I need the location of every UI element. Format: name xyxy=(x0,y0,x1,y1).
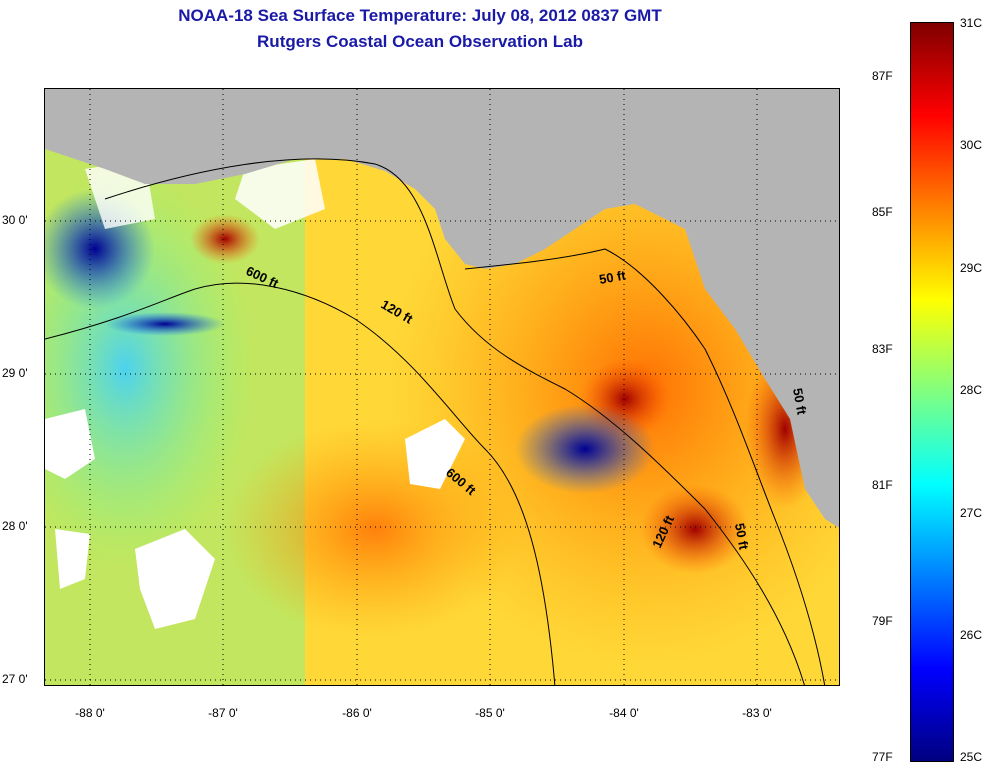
cloud-mask xyxy=(405,419,465,489)
hot-spot-bay xyxy=(190,214,260,264)
lat-label-30: 30 0' xyxy=(2,213,28,227)
cloud-mask xyxy=(55,529,90,589)
lat-label-28: 28 0' xyxy=(2,519,28,533)
sst-map[interactable]: 600 ft 120 ft 50 ft 600 ft 120 ft 50 ft … xyxy=(44,88,840,686)
colorbar-label-79f: 79F xyxy=(872,614,893,628)
lat-label-27: 27 0' xyxy=(2,672,28,686)
contour-label-50ft-south: 50 ft xyxy=(732,522,752,552)
lon-label-88: -88 0' xyxy=(75,706,105,720)
hot-spot-2 xyxy=(640,484,750,574)
lon-label-87: -87 0' xyxy=(208,706,238,720)
cloud-mask xyxy=(135,529,215,629)
colorbar-label-30c: 30C xyxy=(960,138,983,152)
contour-label-50ft-coast: 50 ft xyxy=(790,387,810,417)
colorbar-label-81f: 81F xyxy=(872,478,893,492)
colorbar-label-28c: 28C xyxy=(960,383,983,397)
lon-label-86: -86 0' xyxy=(342,706,372,720)
cold-patch-3 xyxy=(105,312,225,336)
temperature-colorbar xyxy=(910,22,954,762)
depth-contours xyxy=(45,158,826,685)
land-mass xyxy=(45,89,839,528)
lon-label-84: -84 0' xyxy=(609,706,639,720)
cloud-mask xyxy=(235,159,325,229)
map-subtitle: Rutgers Coastal Ocean Observation Lab xyxy=(257,32,583,51)
colorbar-label-29c: 29C xyxy=(960,261,983,275)
colorbar-label-27c: 27C xyxy=(960,506,983,520)
lat-label-29: 29 0' xyxy=(2,366,28,380)
map-title: NOAA-18 Sea Surface Temperature: July 08… xyxy=(178,6,662,25)
colorbar-label-83f: 83F xyxy=(872,342,893,356)
colorbar-label-87f: 87F xyxy=(872,69,893,83)
lon-label-85: -85 0' xyxy=(475,706,505,720)
cold-patch-1 xyxy=(515,404,655,494)
colorbar-label-31c: 31C xyxy=(960,16,983,30)
sst-map-canvas: 600 ft 120 ft 50 ft 600 ft 120 ft 50 ft … xyxy=(45,89,839,685)
colorbar-label-77f: 77F xyxy=(872,750,893,764)
contour-label-50ft-north: 50 ft xyxy=(598,267,628,287)
colorbar-label-85f: 85F xyxy=(872,205,893,219)
cloud-mask xyxy=(45,409,95,479)
warm-water-south xyxy=(225,419,525,639)
colorbar-label-25c: 25C xyxy=(960,750,983,764)
colorbar-label-26c: 26C xyxy=(960,628,983,642)
lon-label-83: -83 0' xyxy=(742,706,772,720)
